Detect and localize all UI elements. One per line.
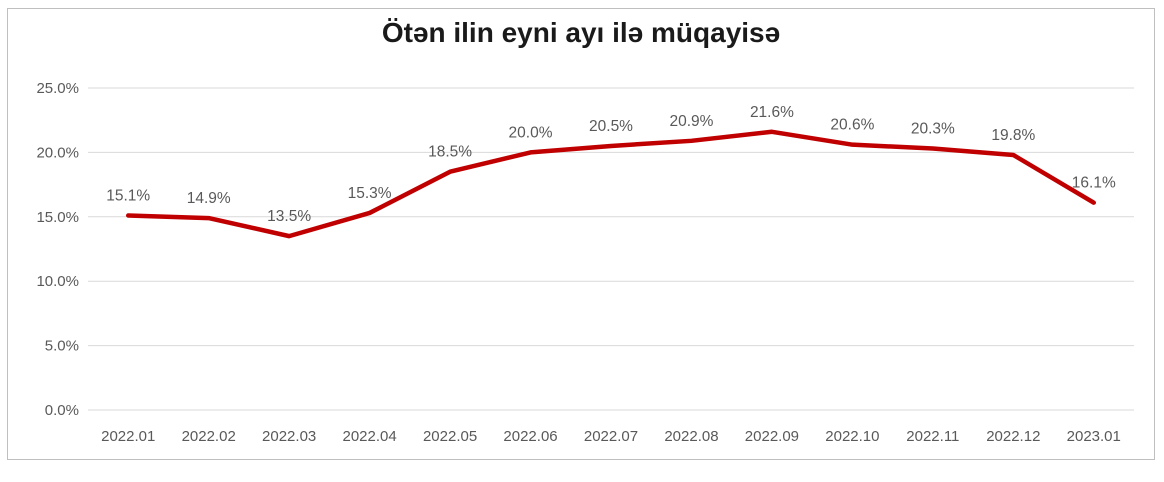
x-axis-tick-label: 2022.02 bbox=[182, 428, 236, 445]
data-point-label: 16.1% bbox=[1072, 175, 1116, 192]
x-axis-tick-label: 2022.01 bbox=[101, 428, 155, 445]
chart-title: Ötən ilin eyni ayı ilə müqayisə bbox=[381, 17, 781, 48]
x-axis-tick-label: 2022.06 bbox=[503, 428, 557, 445]
chart-frame bbox=[7, 8, 1155, 460]
x-axis-tick-label: 2022.08 bbox=[664, 428, 718, 445]
data-point-label: 13.5% bbox=[267, 208, 311, 225]
data-point-label: 20.3% bbox=[911, 121, 955, 138]
x-axis-tick-label: 2022.07 bbox=[584, 428, 638, 445]
x-axis-tick-label: 2022.10 bbox=[825, 428, 879, 445]
x-axis-tick-label: 2022.04 bbox=[342, 428, 396, 445]
x-axis-tick-label: 2022.03 bbox=[262, 428, 316, 445]
data-point-label: 20.0% bbox=[509, 124, 553, 141]
data-point-label: 20.6% bbox=[830, 117, 874, 134]
x-axis-tick-label: 2022.05 bbox=[423, 428, 477, 445]
data-point-label: 14.9% bbox=[187, 190, 231, 207]
y-axis-tick-label: 20.0% bbox=[36, 144, 79, 161]
data-point-label: 15.3% bbox=[348, 185, 392, 202]
data-point-label: 18.5% bbox=[428, 144, 472, 161]
data-point-label: 15.1% bbox=[106, 188, 150, 205]
data-point-label: 19.8% bbox=[991, 127, 1035, 144]
y-axis-tick-label: 5.0% bbox=[45, 338, 79, 355]
x-axis-tick-label: 2022.11 bbox=[906, 428, 959, 445]
y-axis-tick-label: 15.0% bbox=[36, 209, 79, 226]
x-axis-tick-label: 2022.12 bbox=[986, 428, 1040, 445]
y-axis-tick-label: 10.0% bbox=[36, 273, 79, 290]
data-series-line bbox=[125, 129, 1097, 239]
data-point-label: 21.6% bbox=[750, 104, 794, 121]
x-axis-tick-label: 2022.09 bbox=[745, 428, 799, 445]
data-point-label: 20.9% bbox=[669, 113, 713, 130]
data-point-label: 20.5% bbox=[589, 118, 633, 135]
x-axis-tick-label: 2023.01 bbox=[1067, 428, 1121, 445]
y-axis-tick-label: 0.0% bbox=[45, 402, 79, 419]
y-axis-tick-label: 25.0% bbox=[36, 80, 79, 97]
